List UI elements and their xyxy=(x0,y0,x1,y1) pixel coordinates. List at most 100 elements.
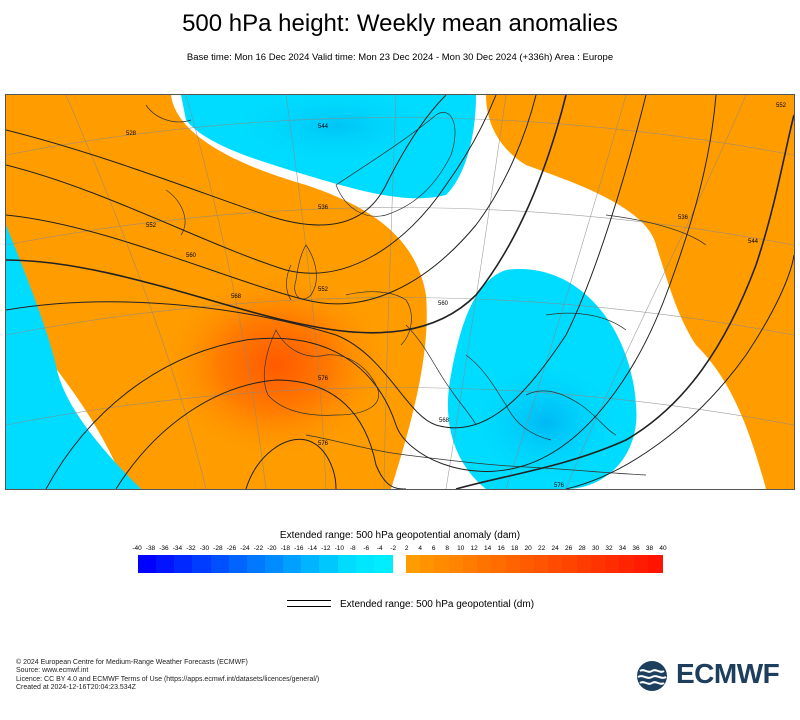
colorbar-negative xyxy=(138,555,393,573)
colorbar-tick-label: 40 xyxy=(659,545,667,552)
colorbar-tick-label: 6 xyxy=(431,545,436,552)
positive-anomaly-east xyxy=(486,95,794,489)
colorbar-ticks: -40 -38 -36 -34 -32 -30 -28 -26 -24 -22 -20 -18 -16-… xyxy=(128,545,672,557)
colorbar-tick-label: -18 xyxy=(280,545,291,552)
ecmwf-logo-icon xyxy=(637,661,667,691)
graticule xyxy=(6,95,794,489)
geopotential-contours xyxy=(6,95,794,489)
contour-label: 576 xyxy=(318,376,329,382)
contour-legend-label: Extended range: 500 hPa geopotential (dm… xyxy=(340,599,535,610)
colorbar-segment xyxy=(590,555,606,573)
colorbar-segment xyxy=(192,555,212,573)
colorbar-tick-label: -4 xyxy=(376,545,383,552)
colorbar-tick-label: -34 xyxy=(172,545,183,552)
contour-labels: 528 552 560 568 576 544 536 552 560 568 … xyxy=(126,103,787,489)
colorbar-tick-label: 34 xyxy=(618,545,627,552)
colorbar-tick-label: -28 xyxy=(213,545,223,552)
negative-anomaly-med-core xyxy=(461,345,631,485)
colorbar-segment xyxy=(462,555,478,573)
colorbar-segment xyxy=(355,555,375,573)
colorbar-segment xyxy=(265,555,284,573)
colorbar-segment xyxy=(337,555,357,573)
footer-source: Source: www.ecmwf.int xyxy=(16,667,89,675)
colorbar-tick-label: 38 xyxy=(645,545,654,552)
colorbar-tick-label: 20 xyxy=(524,545,532,552)
colorbar-segment xyxy=(246,555,266,573)
ecmwf-logo-text: ECMWF xyxy=(676,658,780,689)
colorbar-tick-label: 32 xyxy=(605,545,613,552)
colorbar-segment xyxy=(477,555,492,573)
colorbar-tick-label: -6 xyxy=(363,545,370,552)
colorbar-segment xyxy=(491,555,507,573)
colorbar-segment xyxy=(562,555,578,573)
colorbar-tick-label: -12 xyxy=(321,545,331,552)
colorbar-tick-label: 28 xyxy=(578,545,586,552)
colorbar-segment xyxy=(576,555,592,573)
colorbar-tick-label: -8 xyxy=(349,545,356,552)
contour-label: 552 xyxy=(318,287,329,293)
colorbar-tick-label: -16 xyxy=(294,545,304,552)
colorbar-segment xyxy=(534,555,549,573)
colorbar-segment xyxy=(420,555,436,573)
contour-label: 544 xyxy=(748,239,759,245)
colorbar-tick-label: -22 xyxy=(253,545,264,552)
colorbar-segment xyxy=(434,555,450,573)
map-canvas: 528 552 560 568 576 544 536 552 560 568 … xyxy=(6,95,794,489)
contour-label: 568 xyxy=(231,294,242,300)
colorbar-tick-label: 14 xyxy=(484,545,492,552)
colorbar-segment xyxy=(228,555,248,573)
colorbar-tick-label: -14 xyxy=(307,545,318,552)
footer: © 2024 European Centre for Medium-Range … xyxy=(16,659,319,693)
colorbar-tick-label: 12 xyxy=(470,545,478,552)
colorbar-segment xyxy=(519,555,535,573)
footer-created: Created at 2024-12-16T20:04:23.534Z xyxy=(16,684,136,692)
colorbar-tick-label: 16 xyxy=(497,545,505,552)
colorbar-tick-label: 22 xyxy=(537,545,546,552)
colorbar-tick-label: 4 xyxy=(418,545,423,552)
anomaly-map[interactable]: 528 552 560 568 576 544 536 552 560 568 … xyxy=(5,94,795,490)
colorbar-tick-label: -38 xyxy=(145,545,156,552)
colorbar-tick-label: 2 xyxy=(404,545,409,552)
colorbar-segment xyxy=(406,555,421,573)
colorbar-tick-label: 30 xyxy=(591,545,600,552)
colorbar-title: Extended range: 500 hPa geopotential ano… xyxy=(279,530,521,541)
colorbar-tick-label: -20 xyxy=(267,545,277,552)
colorbar-segment xyxy=(647,555,663,573)
colorbar-tick-label: -30 xyxy=(199,545,210,552)
colorbar-tick-label: -24 xyxy=(240,545,250,552)
colorbar-positive xyxy=(406,555,663,573)
colorbar-tick-label: 36 xyxy=(632,545,640,552)
map-subtitle: Base time: Mon 16 Dec 2024 Valid time: M… xyxy=(186,52,614,63)
positive-anomaly-core xyxy=(166,275,386,455)
colorbar-segment xyxy=(174,555,194,573)
colorbar-tick-label: 10 xyxy=(457,545,465,552)
contour-label: 576 xyxy=(554,483,565,489)
colorbar-tick-label: -36 xyxy=(159,545,169,552)
coastlines xyxy=(145,104,707,476)
colorbar-segment xyxy=(319,555,339,573)
colorbar-tick-label: -32 xyxy=(186,545,196,552)
colorbar-segment xyxy=(605,555,620,573)
contour-label: 560 xyxy=(438,301,449,307)
contour-label: 560 xyxy=(186,253,197,259)
colorbar-segment xyxy=(633,555,649,573)
colorbar-tick-label: 24 xyxy=(551,545,559,552)
colorbar-segment xyxy=(448,555,464,573)
contour-label: 528 xyxy=(126,131,137,137)
contour-label: 552 xyxy=(776,103,787,109)
colorbar-segment xyxy=(548,555,564,573)
colorbar-segment xyxy=(210,555,230,573)
colorbar-tick-label: -2 xyxy=(390,545,397,552)
contour-label: 568 xyxy=(439,418,450,424)
contour-label: 536 xyxy=(318,205,329,211)
colorbar-segment xyxy=(301,555,321,573)
contour-label: 536 xyxy=(678,215,689,221)
colorbar-segment xyxy=(283,555,302,573)
colorbar-tick-label: 8 xyxy=(445,545,450,552)
colorbar-tick-label: -26 xyxy=(226,545,237,552)
colorbar-segment xyxy=(505,555,521,573)
map-title: 500 hPa height: Weekly mean anomalies xyxy=(182,10,618,37)
negative-anomaly-southwest xyxy=(6,225,141,489)
colorbar-tick-label: -40 xyxy=(132,545,142,552)
colorbar-tick-label: -10 xyxy=(334,545,344,552)
